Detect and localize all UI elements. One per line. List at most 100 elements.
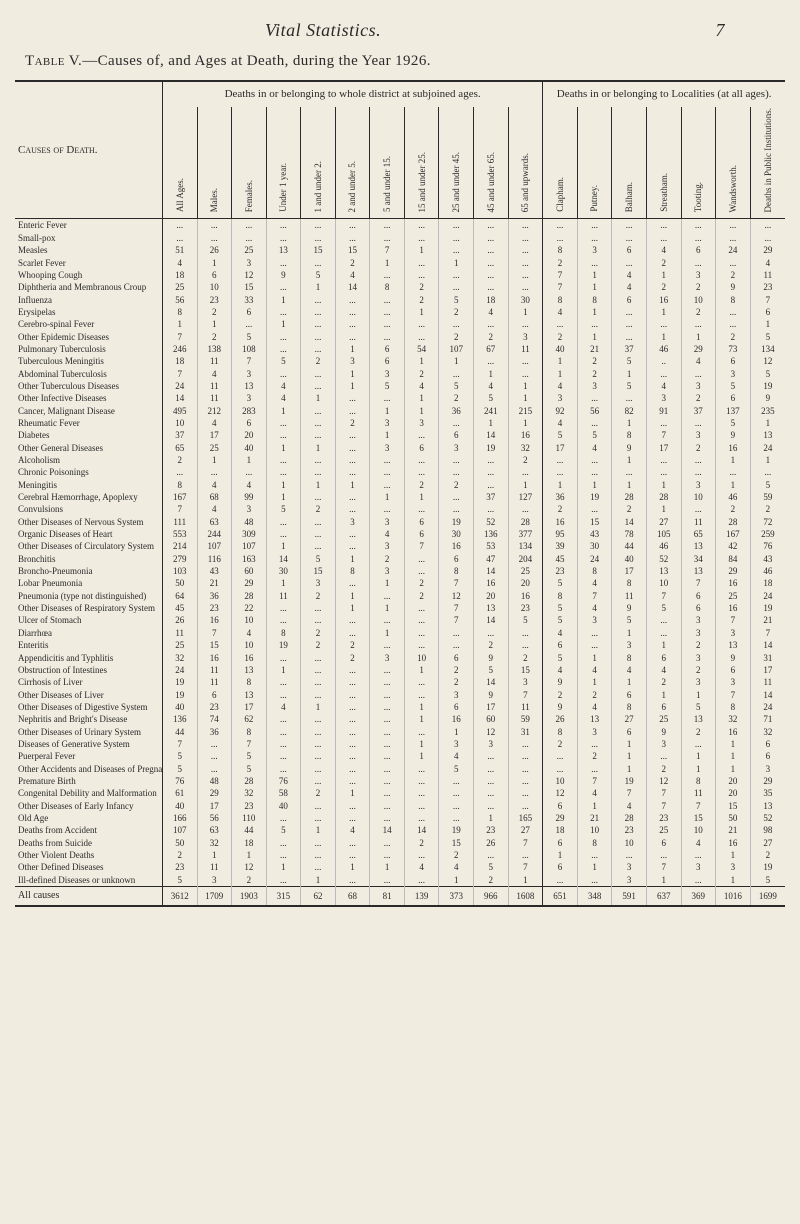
data-cell: 5 (681, 701, 716, 713)
data-cell: ... (508, 355, 543, 367)
data-cell: 29 (543, 812, 578, 824)
data-cell: 105 (646, 528, 681, 540)
data-cell: ... (266, 466, 301, 478)
data-cell: 5 (543, 577, 578, 589)
data-cell: ... (508, 750, 543, 762)
data-cell: 11 (681, 516, 716, 528)
data-cell: 9 (474, 689, 509, 701)
data-cell: 1 (577, 479, 612, 491)
data-cell: ... (404, 639, 439, 651)
data-cell: 3 (681, 380, 716, 392)
data-cell: 19 (162, 689, 197, 701)
data-cell: ... (162, 232, 197, 244)
table-row: Ill-defined Diseases or unknown532...1..… (15, 874, 785, 887)
data-cell: 1 (266, 491, 301, 503)
data-cell: 2 (612, 503, 647, 515)
data-cell: ... (266, 614, 301, 626)
data-cell: ... (335, 442, 370, 454)
data-cell: 12 (232, 861, 267, 873)
data-cell: 6 (716, 392, 751, 404)
cause-head: Causes of Death. (15, 82, 162, 219)
data-cell: 1 (301, 874, 336, 887)
data-cell: 27 (508, 824, 543, 836)
data-cell: 1 (646, 689, 681, 701)
data-cell: 7 (681, 577, 716, 589)
data-cell: 74 (197, 713, 232, 725)
data-cell: 1 (474, 368, 509, 380)
data-cell: 63 (197, 824, 232, 836)
group-head-localities: Deaths in or belonging to Localities (at… (543, 82, 785, 107)
data-cell: 5 (370, 380, 405, 392)
data-cell: 2 (439, 479, 474, 491)
data-cell: 1 (266, 861, 301, 873)
data-cell: 3 (646, 738, 681, 750)
data-cell: 10 (162, 417, 197, 429)
table-row: Bronchitis27911616314512...6472044524405… (15, 553, 785, 565)
data-cell: 7 (750, 294, 785, 306)
data-cell: ... (404, 874, 439, 887)
data-cell: 1 (335, 553, 370, 565)
data-cell: 32 (232, 787, 267, 799)
data-cell: 4 (439, 750, 474, 762)
data-cell: ... (335, 540, 370, 552)
cause-cell: Other Diseases of Respiratory System (15, 602, 162, 614)
data-cell: 20 (716, 775, 751, 787)
table-row: Chronic Poisonings......................… (15, 466, 785, 478)
data-cell: 2 (474, 639, 509, 651)
data-cell: ... (335, 429, 370, 441)
data-cell: ... (266, 763, 301, 775)
data-cell: 2 (681, 392, 716, 404)
data-cell: ... (474, 269, 509, 281)
data-cell: 5 (543, 602, 578, 614)
data-cell: 1 (404, 491, 439, 503)
data-cell: 25 (197, 442, 232, 454)
cause-cell: Pulmonary Tuberculosis (15, 343, 162, 355)
data-cell: 6 (646, 652, 681, 664)
data-cell: ... (508, 368, 543, 380)
data-cell: 8 (681, 775, 716, 787)
data-cell: 8 (370, 281, 405, 293)
data-cell: 241 (474, 405, 509, 417)
data-cell: 1 (508, 417, 543, 429)
data-cell: ... (370, 479, 405, 491)
col-head-label: Clapham. (555, 177, 565, 212)
table-row: Other Diseases of Urinary System44368...… (15, 726, 785, 738)
data-cell: 1 (370, 861, 405, 873)
cause-cell: Old Age (15, 812, 162, 824)
data-cell: 3 (716, 676, 751, 688)
data-cell: 7 (508, 861, 543, 873)
data-cell: ... (335, 294, 370, 306)
data-cell: 6 (612, 294, 647, 306)
data-cell: 19 (750, 602, 785, 614)
data-cell: 1 (266, 479, 301, 491)
data-cell: ... (335, 726, 370, 738)
data-cell: 7 (646, 787, 681, 799)
data-cell: ... (370, 269, 405, 281)
data-cell: ... (681, 257, 716, 269)
data-cell: ... (266, 812, 301, 824)
data-cell: 5 (612, 355, 647, 367)
data-cell: 23 (646, 812, 681, 824)
data-cell: 84 (716, 553, 751, 565)
data-cell: 1 (232, 849, 267, 861)
data-cell: 13 (750, 429, 785, 441)
data-cell: ... (404, 689, 439, 701)
data-cell: ... (404, 454, 439, 466)
data-cell: 40 (162, 701, 197, 713)
cause-cell: Cirrhosis of Liver (15, 676, 162, 688)
data-cell: ... (681, 874, 716, 887)
data-cell: ... (370, 800, 405, 812)
data-cell: 33 (232, 294, 267, 306)
col-head: Under 1 year. (266, 107, 301, 219)
data-cell: ... (439, 219, 474, 231)
table-row: Other Infective Diseases1411341......125… (15, 392, 785, 404)
data-cell: 31 (508, 726, 543, 738)
data-cell: 11 (197, 676, 232, 688)
data-cell: 1 (612, 368, 647, 380)
cause-cell: Other Defined Diseases (15, 861, 162, 873)
data-cell: 1 (370, 257, 405, 269)
data-cell: 107 (439, 343, 474, 355)
data-cell: 9 (543, 701, 578, 713)
data-cell: ... (646, 219, 681, 231)
data-cell: 29 (681, 343, 716, 355)
